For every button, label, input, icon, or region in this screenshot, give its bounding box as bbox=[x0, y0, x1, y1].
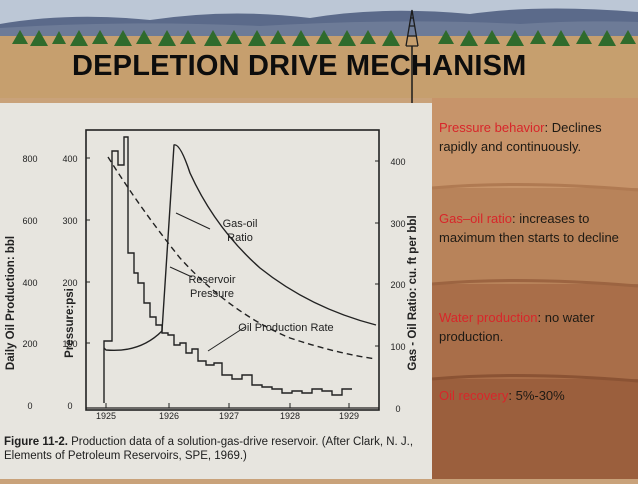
left-inner-tick: 100 bbox=[62, 339, 77, 349]
left-inner-axis-label: Pressure:psi bbox=[64, 288, 76, 358]
bullet-oil-recovery: Oil recovery: 5%-30% bbox=[439, 386, 633, 405]
x-tick: 1927 bbox=[219, 411, 239, 421]
right-axis-label: Gas - Oil Ratio: cu. ft per bbl bbox=[407, 215, 419, 370]
gor-label: Gas-oil bbox=[223, 218, 258, 230]
oil-derrick-icon bbox=[405, 9, 419, 47]
figure-caption-text: Production data of a solution-gas-drive … bbox=[4, 436, 414, 462]
plot-frame bbox=[85, 129, 380, 411]
left-outer-tick: 600 bbox=[22, 216, 37, 226]
gor-label: Ratio bbox=[227, 232, 253, 244]
production-chart: Daily Oil Production: bbl Pressure:psi G… bbox=[5, 129, 419, 421]
bullet-water: Water production: no water production. bbox=[439, 308, 633, 346]
pressure-label: Reservoir bbox=[188, 274, 235, 286]
reservoir-pressure-curve bbox=[107, 156, 377, 360]
x-tick: 1929 bbox=[339, 411, 359, 421]
right-tick: 100 bbox=[390, 342, 405, 352]
right-tick: 200 bbox=[390, 280, 405, 290]
left-inner-tick: 0 bbox=[67, 401, 72, 411]
figure-caption: Figure 11-2. Production data of a soluti… bbox=[4, 435, 430, 463]
bullet-text: : increases to maximum then starts to de… bbox=[439, 211, 619, 245]
bullet-key: Water production bbox=[439, 310, 538, 325]
bullet-text: : 5%-30% bbox=[508, 388, 565, 403]
left-inner-tick: 200 bbox=[62, 278, 77, 288]
gas-oil-ratio-curve bbox=[103, 144, 377, 352]
left-inner-tick: 400 bbox=[62, 154, 77, 164]
left-outer-axis-label: Daily Oil Production: bbl bbox=[5, 236, 17, 370]
figure-caption-label: Figure 11-2. bbox=[4, 436, 68, 448]
x-tick: 1926 bbox=[159, 411, 179, 421]
bullet-key: Oil recovery bbox=[439, 388, 509, 403]
left-outer-tick: 200 bbox=[22, 339, 37, 349]
bullet-text: : no water production. bbox=[439, 310, 595, 344]
left-outer-tick: 800 bbox=[22, 154, 37, 164]
slide-title: DEPLETION DRIVE MECHANISM bbox=[72, 50, 527, 82]
oil-production-rate-curve bbox=[103, 136, 352, 403]
bullet-text: : Declines rapidly and continuously. bbox=[439, 120, 602, 154]
left-outer-tick: 400 bbox=[22, 278, 37, 288]
right-tick: 0 bbox=[395, 404, 400, 414]
pressure-label: Pressure bbox=[190, 288, 234, 300]
bullet-key: Gas–oil ratio bbox=[439, 211, 512, 226]
oil-rate-label: Oil Production Rate bbox=[238, 322, 333, 334]
left-inner-tick: 300 bbox=[62, 216, 77, 226]
bullet-pressure: Pressure behavior: Declines rapidly and … bbox=[439, 118, 633, 156]
trees-decoration bbox=[12, 30, 636, 46]
bullet-key: Pressure behavior bbox=[439, 120, 545, 135]
figure-panel: Daily Oil Production: bbl Pressure:psi G… bbox=[0, 103, 432, 479]
bullet-gas-oil-ratio: Gas–oil ratio: increases to maximum then… bbox=[439, 209, 633, 247]
x-tick: 1925 bbox=[96, 411, 116, 421]
left-outer-tick: 0 bbox=[27, 401, 32, 411]
right-tick: 400 bbox=[390, 157, 405, 167]
right-tick: 300 bbox=[390, 219, 405, 229]
x-tick: 1928 bbox=[280, 411, 300, 421]
